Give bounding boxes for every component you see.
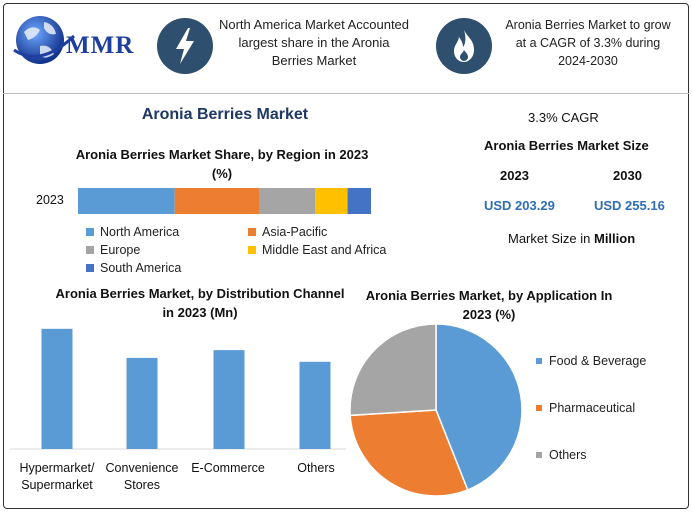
legend-swatch (248, 246, 256, 254)
year-2030: 2030 (613, 168, 642, 183)
pie-slice-0 (435, 323, 523, 491)
legend-middle-east-africa: Middle East and Africa (248, 243, 386, 257)
bar-0 (41, 328, 73, 449)
legend-label: North America (100, 225, 180, 239)
flame-icon (436, 18, 492, 74)
globe-icon (13, 16, 76, 64)
legend-swatch (536, 358, 542, 364)
legend-label: Pharmaceutical (549, 401, 636, 415)
legend-swatch (536, 405, 542, 411)
pie-slice-1 (349, 409, 469, 497)
legend-asia-pacific: Asia-Pacific (248, 225, 327, 239)
channel-label-2: E-Commerce (191, 461, 265, 475)
market-size-title: Aronia Berries Market Size (484, 138, 649, 153)
pie-slice-2 (349, 323, 437, 417)
channel-label-3: Others (297, 461, 335, 475)
legend-label: Asia-Pacific (262, 225, 328, 239)
pie-legend-pharmaceutical: Pharmaceutical (536, 401, 635, 415)
mmr-logo: MMR (10, 10, 140, 70)
legend-south-america: South America (86, 261, 181, 275)
stack-segment-0 (78, 188, 175, 214)
application-chart-title: Aronia Berries Market, by Application In… (365, 288, 613, 322)
legend-label: Europe (100, 243, 141, 257)
pie-legend-food-beverage: Food & Beverage (536, 354, 646, 368)
logo-text: MMR (66, 32, 135, 59)
pie-legend-others: Others (536, 448, 587, 462)
legend-north-america: North America (86, 225, 179, 239)
legend-europe: Europe (86, 243, 140, 257)
legend-swatch (536, 452, 542, 458)
legend-swatch (86, 228, 94, 236)
legend-label: Middle East and Africa (262, 243, 387, 257)
cagr-text: 3.3% CAGR (528, 110, 599, 125)
channel-chart-title: Aronia Berries Market, by Distribution C… (55, 286, 345, 320)
bar-1 (126, 357, 158, 449)
region-chart-category: 2023 (36, 193, 64, 207)
channel-label-1: Convenience Stores (105, 461, 179, 492)
year-2023: 2023 (500, 168, 529, 183)
region-stacked-bar (78, 188, 371, 214)
infographic-frame (3, 3, 689, 509)
market-size-unit: Market Size in Million (508, 231, 635, 246)
bar-3 (299, 361, 331, 449)
header-divider (3, 93, 689, 94)
legend-swatch (86, 246, 94, 254)
legend-label: Others (549, 448, 587, 462)
application-pie-chart (349, 323, 523, 497)
stack-segment-4 (347, 188, 371, 214)
legend-swatch (86, 264, 94, 272)
value-2030: USD 255.16 (594, 198, 665, 213)
unit-bold: Million (593, 231, 636, 246)
header-left-text: North America Market Accounted largest s… (218, 17, 410, 68)
stack-segment-1 (174, 188, 260, 214)
channel-label-0: Hypermarket/ Supermarket (19, 461, 95, 492)
legend-label: South America (100, 261, 182, 275)
main-title: Aronia Berries Market (141, 106, 309, 123)
stack-segment-3 (315, 188, 348, 214)
header-right-text: Aronia Berries Market to grow at a CAGR … (505, 18, 671, 68)
unit-prefix: Market Size in (508, 231, 594, 246)
legend-swatch (248, 228, 256, 236)
bar-2 (213, 350, 245, 449)
lightning-icon (157, 18, 213, 74)
stack-segment-2 (259, 188, 316, 214)
value-2023: USD 203.29 (484, 198, 555, 213)
channel-bar-chart (10, 328, 346, 450)
legend-label: Food & Beverage (549, 354, 647, 368)
region-chart-title: Aronia Berries Market Share, by Region i… (75, 147, 369, 181)
